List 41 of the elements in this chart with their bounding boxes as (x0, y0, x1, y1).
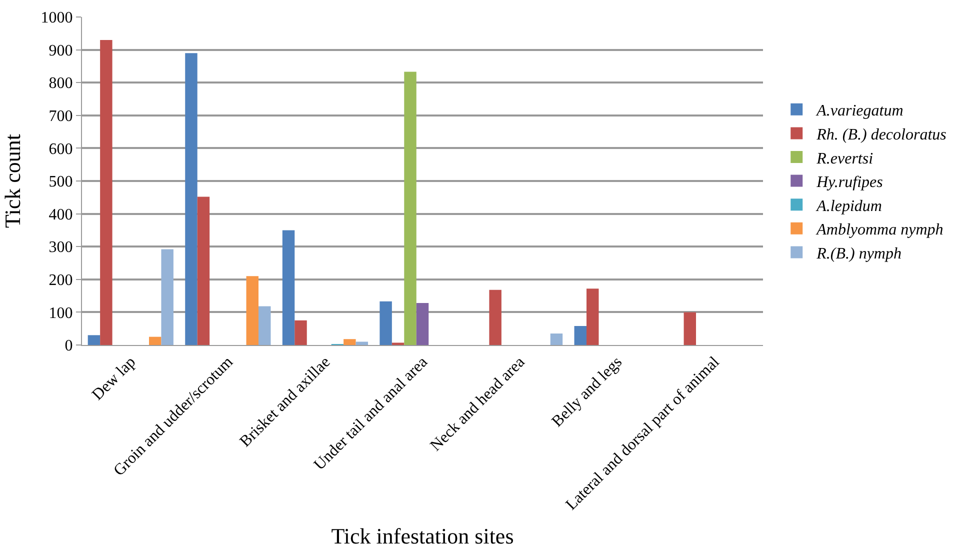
x-tick-label: Dew lap (89, 354, 140, 404)
x-axis-title: Tick infestation sites (331, 524, 514, 549)
bar (294, 320, 307, 345)
bar (489, 290, 502, 345)
legend-label: Rh. (B.) decoloratus (816, 126, 946, 144)
legend-label: Amblyomma nymph (816, 222, 944, 239)
y-axis-title: Tick count (0, 134, 25, 228)
y-tick-label: 1000 (40, 10, 73, 27)
legend-label: R.(B.) nymph (816, 245, 902, 262)
y-tick-label: 900 (48, 42, 73, 60)
bar (574, 326, 586, 345)
y-tick-label: 200 (48, 272, 73, 289)
bar (100, 40, 112, 345)
y-tick-label: 400 (48, 206, 73, 224)
bar (356, 342, 368, 345)
y-tick-label: 700 (48, 108, 73, 125)
bar (344, 339, 356, 345)
bar (258, 306, 271, 345)
legend-label: R.evertsi (816, 150, 874, 168)
bar (586, 288, 599, 345)
bar (148, 336, 162, 345)
y-tick-label: 600 (48, 140, 73, 158)
y-tick-label: 500 (48, 174, 73, 191)
bar (246, 276, 258, 345)
bar (684, 312, 696, 345)
bar (550, 334, 563, 345)
bar (380, 301, 392, 345)
legend-label: Hy.rufipes (816, 174, 883, 192)
legend-label: A.variegatum (816, 102, 904, 120)
y-tick-label: 0 (64, 338, 73, 355)
bar (197, 196, 210, 345)
bar (88, 335, 100, 345)
y-tick-label: 300 (48, 239, 73, 256)
bar (282, 230, 295, 345)
bar (185, 53, 198, 345)
y-tick-label: 800 (48, 75, 73, 92)
bar (161, 249, 174, 345)
legend-label: A.lepidum (816, 198, 882, 215)
bar (404, 72, 416, 345)
y-tick-label: 100 (48, 304, 73, 322)
bar (416, 303, 429, 345)
